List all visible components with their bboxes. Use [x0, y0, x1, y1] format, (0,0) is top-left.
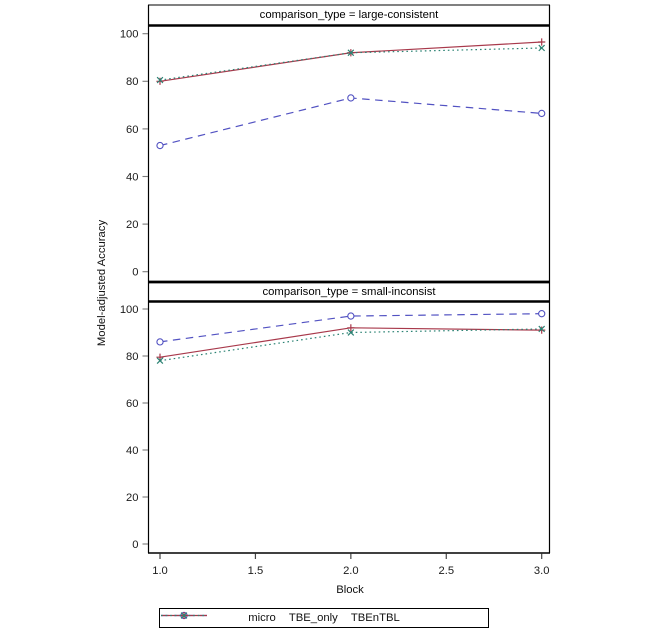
- x-tick-label: 3.0: [534, 565, 550, 577]
- y-axis-ticks: 0 20 40 60 80 100 0 20 40 60 80 100: [120, 29, 148, 551]
- series-micro-line: [159, 97, 542, 147]
- series-micro-markers: [156, 94, 546, 150]
- y-tick-label: 20: [126, 219, 138, 231]
- y-tick-label: 100: [120, 304, 139, 316]
- series-TBE_only-markers: [156, 324, 546, 361]
- series-micro-markers: [156, 310, 546, 346]
- panel-series-top: [156, 38, 546, 150]
- legend-label-tbe-only: TBE_only: [288, 612, 338, 624]
- y-tick-label: 40: [126, 445, 138, 457]
- legend-label-tbentbl: TBEnTBL: [350, 612, 400, 624]
- legend-marker-tbentbl-icon: [161, 612, 207, 619]
- panel-series-bottom: [156, 310, 546, 365]
- y-tick-label: 0: [132, 539, 138, 551]
- y-tick-label: 40: [126, 171, 138, 183]
- series-TBEnTBL-markers: [156, 325, 546, 365]
- panel-strip-title-bottom: comparison_type = small-inconsist: [262, 286, 436, 298]
- panel-strip-title-top: comparison_type = large-consistent: [259, 9, 439, 21]
- legend-item-tbentbl: TBEnTBL: [161, 612, 400, 624]
- x-tick-label: 1.0: [152, 565, 168, 577]
- y-tick-label: 60: [126, 398, 138, 410]
- y-tick-label: 80: [126, 76, 138, 88]
- y-tick-label: 60: [126, 124, 138, 136]
- legend-item-tbe-only: TBE_only: [161, 611, 338, 624]
- legend: micro TBE_only TBEnTBL: [159, 608, 489, 628]
- y-tick-label: 100: [120, 29, 139, 41]
- x-tick-label: 2.5: [438, 565, 454, 577]
- legend-label-micro: micro: [248, 612, 276, 624]
- legend-item-micro: micro: [161, 611, 276, 624]
- y-axis-label: Model-adjusted Accuracy: [96, 219, 108, 347]
- x-axis-label: Block: [336, 584, 364, 596]
- x-axis-ticks: 1.0 1.5 2.0 2.5 3.0: [152, 553, 550, 577]
- series-TBE_only-line: [159, 41, 542, 82]
- x-tick-label: 2.0: [343, 565, 359, 577]
- x-tick-label: 1.5: [248, 565, 264, 577]
- series-TBEnTBL-markers: [156, 44, 546, 84]
- y-tick-label: 20: [126, 492, 138, 504]
- panel-frame: [147, 4, 551, 554]
- y-tick-label: 0: [132, 267, 138, 279]
- y-tick-label: 80: [126, 351, 138, 363]
